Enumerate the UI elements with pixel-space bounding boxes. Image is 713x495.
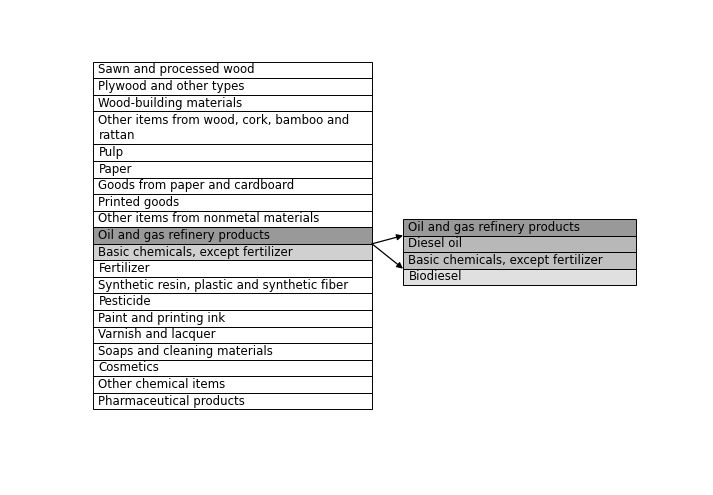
Text: Paint and printing ink: Paint and printing ink [98,312,225,325]
Text: Goods from paper and cardboard: Goods from paper and cardboard [98,179,294,193]
Bar [93,393,372,409]
Text: Other items from wood, cork, bamboo and
rattan: Other items from wood, cork, bamboo and … [98,114,349,142]
Bar [93,277,372,294]
Bar [93,211,372,227]
Bar [93,294,372,310]
Bar [93,260,372,277]
Bar [93,376,372,393]
Bar [93,310,372,327]
Text: Paper: Paper [98,163,132,176]
Text: Pulp: Pulp [98,146,123,159]
Text: Diesel oil: Diesel oil [409,237,463,250]
Text: Oil and gas refinery products: Oil and gas refinery products [409,221,580,234]
Bar [403,269,635,285]
Bar [93,95,372,111]
Text: Cosmetics: Cosmetics [98,361,159,375]
Text: Basic chemicals, except fertilizer: Basic chemicals, except fertilizer [409,254,603,267]
Bar [93,78,372,95]
Text: Varnish and lacquer: Varnish and lacquer [98,328,216,342]
Text: Other items from nonmetal materials: Other items from nonmetal materials [98,212,320,226]
Bar [93,244,372,260]
Text: Pharmaceutical products: Pharmaceutical products [98,395,245,407]
Bar [93,161,372,178]
Bar [403,219,635,236]
Bar [93,145,372,161]
Text: Plywood and other types: Plywood and other types [98,80,245,93]
Text: Other chemical items: Other chemical items [98,378,226,391]
Text: Soaps and cleaning materials: Soaps and cleaning materials [98,345,273,358]
Text: Biodiesel: Biodiesel [409,270,462,284]
Bar [93,227,372,244]
Text: Basic chemicals, except fertilizer: Basic chemicals, except fertilizer [98,246,293,258]
Text: Wood-building materials: Wood-building materials [98,97,242,109]
Text: Oil and gas refinery products: Oil and gas refinery products [98,229,270,242]
Bar [93,178,372,194]
Bar [93,360,372,376]
Bar [93,62,372,78]
Text: Sawn and processed wood: Sawn and processed wood [98,63,255,77]
Text: Printed goods: Printed goods [98,196,180,209]
Text: Fertilizer: Fertilizer [98,262,150,275]
Bar [93,111,372,145]
Bar [403,236,635,252]
Text: Pesticide: Pesticide [98,295,151,308]
Text: Synthetic resin, plastic and synthetic fiber: Synthetic resin, plastic and synthetic f… [98,279,349,292]
Bar [403,252,635,269]
Bar [93,194,372,211]
Bar [93,327,372,343]
Bar [93,343,372,360]
